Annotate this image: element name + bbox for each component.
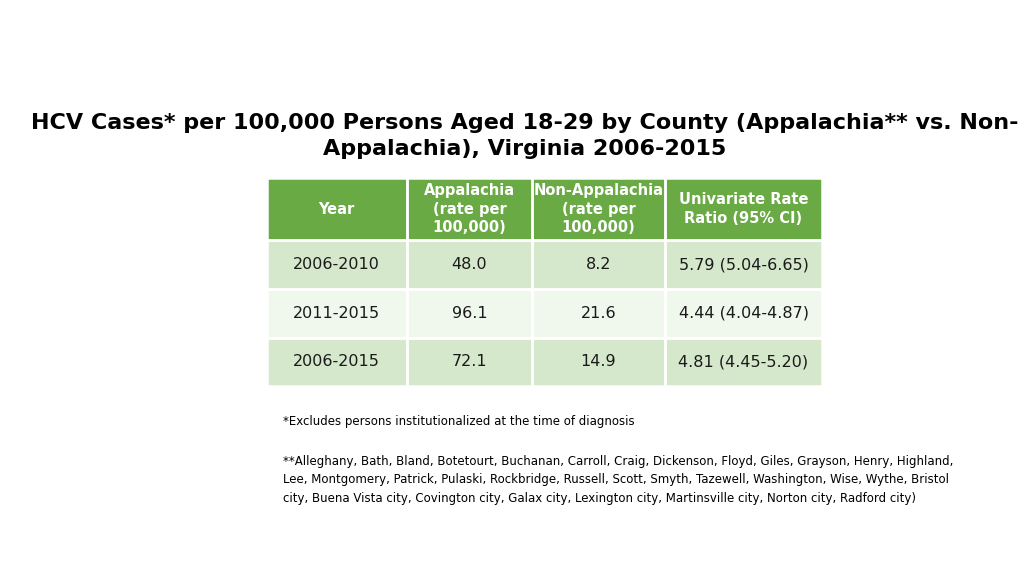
Text: Non-Appalachia
(rate per
100,000): Non-Appalachia (rate per 100,000)	[534, 183, 664, 235]
Text: 2006-2015: 2006-2015	[293, 354, 380, 369]
Bar	[407, 240, 532, 289]
Bar	[407, 338, 532, 386]
Bar	[665, 338, 822, 386]
Bar	[267, 240, 407, 289]
Text: 2011-2015: 2011-2015	[293, 306, 380, 321]
Bar	[407, 240, 532, 289]
Text: 72.1: 72.1	[452, 354, 487, 369]
Bar	[665, 178, 822, 240]
Bar	[532, 240, 665, 289]
Text: Year: Year	[318, 202, 355, 217]
Bar	[665, 178, 822, 240]
Bar	[532, 240, 665, 289]
Text: Univariate Rate
Ratio (95% CI): Univariate Rate Ratio (95% CI)	[679, 192, 808, 226]
Bar	[532, 178, 665, 240]
Text: *Excludes persons institutionalized at the time of diagnosis: *Excludes persons institutionalized at t…	[283, 415, 635, 428]
Bar	[267, 289, 407, 338]
Bar	[267, 338, 407, 386]
Bar	[407, 289, 532, 338]
Bar	[407, 338, 532, 386]
Bar	[407, 178, 532, 240]
Text: 96.1: 96.1	[452, 306, 487, 321]
Bar	[665, 240, 822, 289]
Bar	[267, 178, 407, 240]
Bar	[407, 289, 532, 338]
Bar	[532, 289, 665, 338]
Bar	[267, 338, 407, 386]
Text: Appalachia
(rate per
100,000): Appalachia (rate per 100,000)	[424, 183, 515, 235]
Bar	[407, 178, 532, 240]
Bar	[665, 289, 822, 338]
Bar	[267, 178, 407, 240]
Text: 21.6: 21.6	[581, 306, 616, 321]
Bar	[267, 289, 407, 338]
Text: 48.0: 48.0	[452, 257, 487, 272]
Text: **Alleghany, Bath, Bland, Botetourt, Buchanan, Carroll, Craig, Dickenson, Floyd,: **Alleghany, Bath, Bland, Botetourt, Buc…	[283, 455, 953, 505]
Bar	[532, 338, 665, 386]
Text: 4.81 (4.45-5.20): 4.81 (4.45-5.20)	[679, 354, 809, 369]
Text: HCV Cases* per 100,000 Persons Aged 18-29 by County (Appalachia** vs. Non-
Appal: HCV Cases* per 100,000 Persons Aged 18-2…	[31, 113, 1019, 159]
Text: 2006-2010: 2006-2010	[293, 257, 380, 272]
Bar	[532, 338, 665, 386]
Bar	[267, 240, 407, 289]
Text: 5.79 (5.04-6.65): 5.79 (5.04-6.65)	[679, 257, 809, 272]
Text: 14.9: 14.9	[581, 354, 616, 369]
Bar	[665, 338, 822, 386]
Text: 4.44 (4.04-4.87): 4.44 (4.04-4.87)	[679, 306, 809, 321]
Text: 8.2: 8.2	[586, 257, 611, 272]
Bar	[532, 289, 665, 338]
Bar	[665, 240, 822, 289]
Bar	[532, 178, 665, 240]
Bar	[665, 289, 822, 338]
